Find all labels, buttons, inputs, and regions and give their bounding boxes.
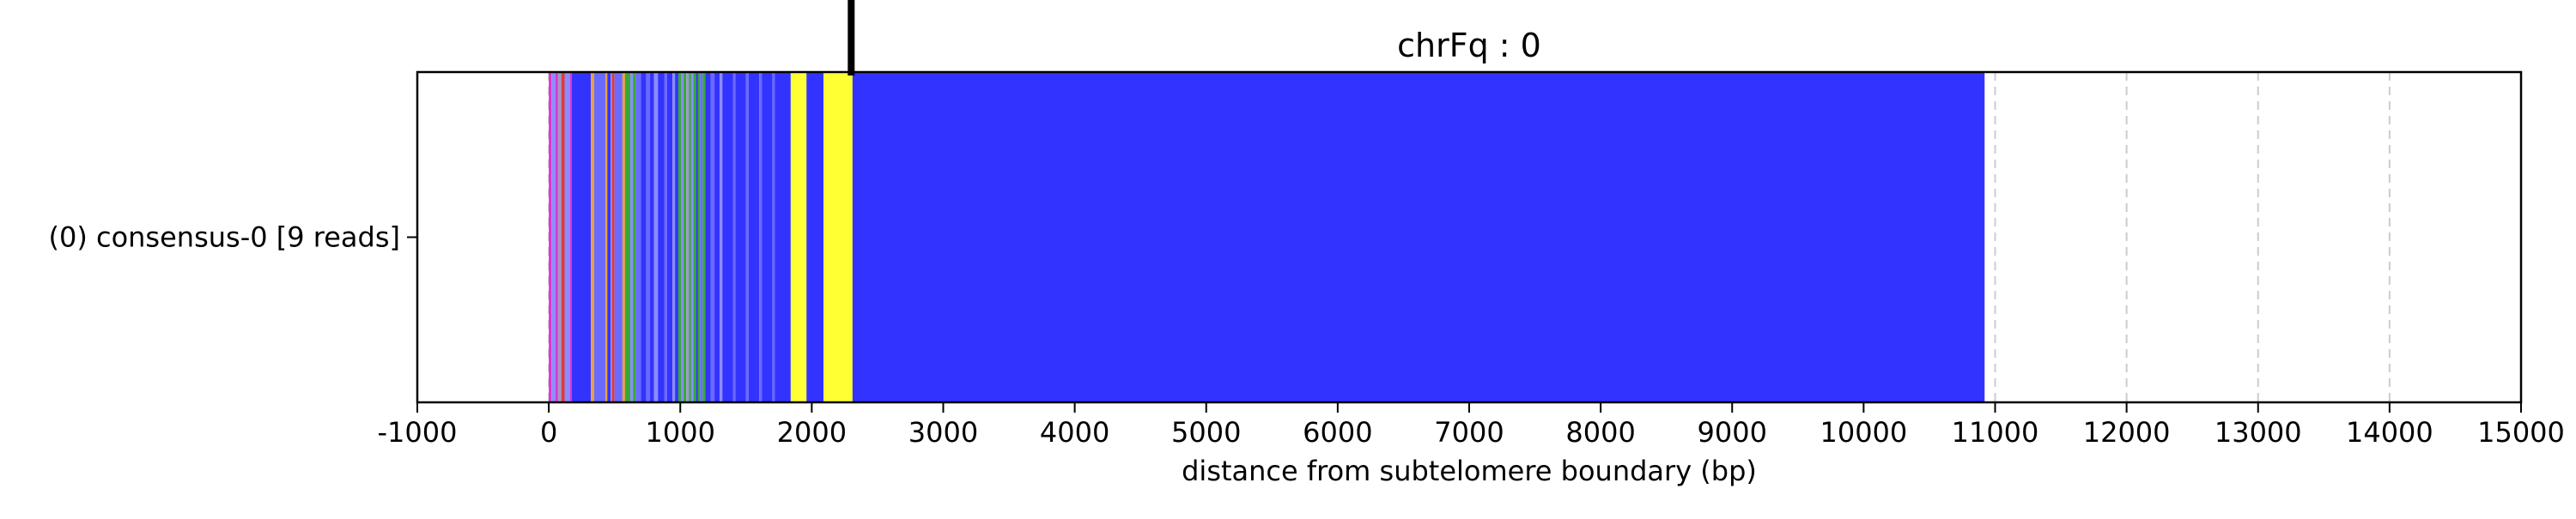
segment-28 bbox=[675, 72, 678, 402]
segment-37 bbox=[697, 72, 701, 402]
segment-56 bbox=[852, 72, 1985, 402]
segment-9 bbox=[593, 72, 605, 402]
segment-2 bbox=[555, 72, 558, 402]
x-tick-label-12: 11000 bbox=[1952, 416, 2039, 449]
segment-48 bbox=[748, 72, 760, 402]
segment-7 bbox=[571, 72, 592, 402]
segment-12 bbox=[611, 72, 612, 402]
segment-16 bbox=[624, 72, 631, 402]
segment-53 bbox=[790, 72, 807, 402]
segment-1 bbox=[551, 72, 556, 402]
segment-23 bbox=[653, 72, 659, 402]
segment-27 bbox=[672, 72, 676, 402]
segment-5 bbox=[564, 72, 570, 402]
segment-11 bbox=[607, 72, 611, 402]
x-tick-label-3: 2000 bbox=[777, 416, 847, 449]
segment-3 bbox=[557, 72, 562, 402]
segment-layer bbox=[549, 72, 1985, 402]
segment-24 bbox=[658, 72, 665, 402]
x-tick-label-9: 8000 bbox=[1565, 416, 1635, 449]
x-tick-label-7: 6000 bbox=[1303, 416, 1372, 449]
segment-36 bbox=[696, 72, 698, 402]
segment-29 bbox=[677, 72, 682, 402]
x-tick-label-15: 14000 bbox=[2346, 416, 2433, 449]
x-tick-label-4: 3000 bbox=[908, 416, 978, 449]
x-tick-label-5: 4000 bbox=[1040, 416, 1109, 449]
x-axis-label: distance from subtelomere boundary (bp) bbox=[1182, 455, 1757, 487]
segment-13 bbox=[611, 72, 615, 402]
segment-46 bbox=[735, 72, 746, 402]
segment-6 bbox=[569, 72, 572, 402]
segment-42 bbox=[714, 72, 720, 402]
segment-30 bbox=[681, 72, 684, 402]
x-tick-label-11: 10000 bbox=[1820, 416, 1907, 449]
segment-44 bbox=[722, 72, 733, 402]
segment-26 bbox=[666, 72, 673, 402]
segment-43 bbox=[720, 72, 723, 402]
segment-38 bbox=[700, 72, 703, 402]
row-label-0: (0) consensus-0 [9 reads] bbox=[48, 221, 400, 254]
segment-41 bbox=[710, 72, 715, 402]
segment-45 bbox=[732, 72, 736, 402]
x-tick-label-16: 15000 bbox=[2477, 416, 2565, 449]
segment-22 bbox=[650, 72, 654, 402]
tick-layer: -1000 0 1000 2000 3000 4000 5000 6000 7000 8000 90… bbox=[378, 402, 2565, 449]
segment-18 bbox=[633, 72, 636, 402]
segment-20 bbox=[641, 72, 647, 402]
segment-54 bbox=[806, 72, 824, 402]
segment-0 bbox=[549, 72, 552, 402]
segment-34 bbox=[690, 72, 694, 402]
segment-19 bbox=[635, 72, 641, 402]
segment-14 bbox=[614, 72, 623, 402]
segment-47 bbox=[745, 72, 749, 402]
ytick-layer: (0) consensus-0 [9 reads] bbox=[48, 221, 417, 254]
x-tick-label-8: 7000 bbox=[1434, 416, 1504, 449]
x-tick-label-10: 9000 bbox=[1698, 416, 1767, 449]
x-tick-label-13: 12000 bbox=[2083, 416, 2171, 449]
segment-15 bbox=[622, 72, 625, 402]
segment-4 bbox=[561, 72, 565, 402]
x-tick-label-0: -1000 bbox=[378, 416, 458, 449]
x-tick-label-1: 0 bbox=[540, 416, 557, 449]
segment-40 bbox=[705, 72, 711, 402]
segment-32 bbox=[686, 72, 690, 402]
segment-49 bbox=[759, 72, 762, 402]
segment-39 bbox=[702, 72, 706, 402]
segment-31 bbox=[683, 72, 687, 402]
segment-35 bbox=[693, 72, 696, 402]
x-tick-label-6: 5000 bbox=[1171, 416, 1241, 449]
segment-33 bbox=[689, 72, 691, 402]
segment-51 bbox=[772, 72, 775, 402]
segment-25 bbox=[664, 72, 667, 402]
chart-title: chrFq : 0 bbox=[1397, 27, 1541, 64]
segment-8 bbox=[591, 72, 594, 402]
segment-50 bbox=[762, 72, 773, 402]
segment-17 bbox=[630, 72, 634, 402]
segment-21 bbox=[646, 72, 651, 402]
x-tick-label-2: 1000 bbox=[646, 416, 715, 449]
x-tick-label-14: 13000 bbox=[2215, 416, 2302, 449]
segment-10 bbox=[605, 72, 608, 402]
segment-52 bbox=[775, 72, 791, 402]
segment-55 bbox=[823, 72, 853, 402]
